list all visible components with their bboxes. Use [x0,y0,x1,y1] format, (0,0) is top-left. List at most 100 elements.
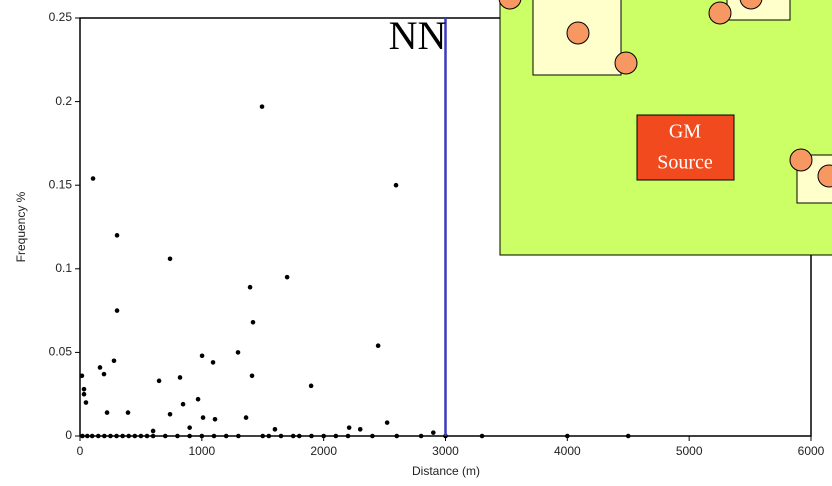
point [85,433,90,439]
x-axis-label: Distance (m) [412,464,480,478]
point [565,433,570,439]
reference-label: NN [389,13,447,58]
point [111,358,117,364]
sample-point [789,148,813,172]
point [81,391,87,397]
point [309,433,314,439]
point [81,386,87,392]
sample-point [739,0,763,10]
point [297,433,302,439]
point [162,433,168,439]
point [90,176,96,181]
point [199,433,205,439]
point [290,433,296,439]
point [394,433,400,439]
y-axis-label: Frequency % [14,191,28,262]
point [175,433,180,439]
point [167,411,173,417]
sample-point [708,1,732,25]
point [247,284,253,290]
point [259,104,265,109]
point [479,433,485,439]
point [321,433,326,439]
point [625,433,631,439]
point [104,410,110,415]
point [249,373,255,379]
point [199,353,205,359]
marks: 0 0.05 0.1 0.15 0.2 0.25 0 1000 2000 3000 4000 5000… [49,10,825,458]
point [89,433,95,439]
sample-point [817,164,832,188]
point [266,433,272,439]
point [260,433,266,439]
point [357,427,363,432]
point [384,420,390,425]
point [375,343,381,349]
y-tick-label: 0.25 [49,10,73,24]
x-tick-label: 1000 [188,444,215,458]
point [108,433,113,439]
point [431,430,436,435]
point [120,433,125,439]
point [333,433,339,439]
sample-point [614,51,638,75]
source-box [636,114,735,181]
point [210,360,216,365]
point [177,375,183,380]
point [250,320,256,325]
sample-point [498,0,522,10]
point [346,425,352,430]
point [144,433,150,439]
point [278,433,284,439]
point [114,233,120,238]
point [95,433,101,439]
point [114,308,120,313]
point [236,433,241,439]
point [187,433,192,439]
point [80,433,85,439]
point [101,371,107,377]
x-tick-label: 4000 [554,444,581,458]
point [272,427,278,432]
x-tick-label: 5000 [676,444,703,458]
point [102,433,107,439]
point [150,428,156,434]
point [393,182,399,188]
point [138,433,144,439]
point [370,433,375,439]
point [200,415,206,420]
point [125,410,131,415]
point [284,274,290,280]
point [132,433,138,439]
sample-point [566,21,590,45]
x-tick-label: 0 [77,444,84,458]
source-label: Source [657,152,713,174]
point [83,400,89,405]
x-tick-label: 6000 [798,444,825,458]
point [180,401,186,407]
inset-diagram: GM Source [498,0,832,256]
point [223,433,229,439]
point [79,373,85,379]
point [195,396,201,402]
point [167,256,173,262]
point [308,383,314,389]
point [243,415,249,420]
point [97,365,103,370]
x-tick-label: 3000 [432,444,459,458]
x-tick-label: 2000 [310,444,337,458]
point [156,378,162,384]
y-tick-label: 0.05 [49,345,73,359]
point [235,350,241,355]
point [211,433,217,439]
point [114,433,119,439]
source-label: GM [669,121,701,143]
point [150,433,156,439]
y-tick-label: 0.1 [55,261,72,275]
y-tick-label: 0 [65,428,72,442]
point [418,433,424,439]
point [126,433,132,439]
point [187,425,192,430]
